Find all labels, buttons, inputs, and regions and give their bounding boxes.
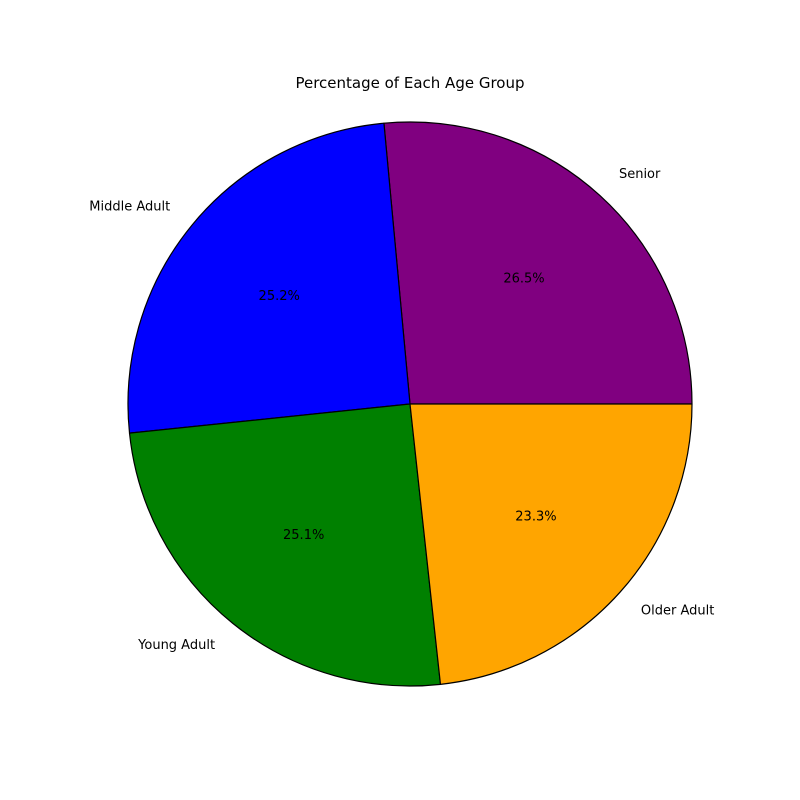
percent-label-senior: 26.5% <box>503 271 544 286</box>
percent-label-older-adult: 23.3% <box>515 509 556 524</box>
pie-slice-senior <box>383 121 693 405</box>
percent-label-young-adult: 25.1% <box>283 528 324 543</box>
category-label-middle-adult: Middle Adult <box>89 200 170 215</box>
pie-slice-young-adult <box>128 403 442 687</box>
pie-slice-older-adult <box>409 403 693 685</box>
percent-labels: 26.5% 25.2% 25.1% 23.3% <box>259 271 557 543</box>
category-label-young-adult: Young Adult <box>137 638 215 653</box>
pie-slice-middle-adult <box>127 122 411 434</box>
chart-title: Percentage of Each Age Group <box>295 74 524 92</box>
category-labels: Senior Middle Adult Young Adult Older Adult <box>89 167 714 653</box>
pie-slices <box>127 121 693 687</box>
percent-label-middle-adult: 25.2% <box>259 289 300 304</box>
category-label-older-adult: Older Adult <box>641 604 714 619</box>
category-label-senior: Senior <box>619 167 661 182</box>
